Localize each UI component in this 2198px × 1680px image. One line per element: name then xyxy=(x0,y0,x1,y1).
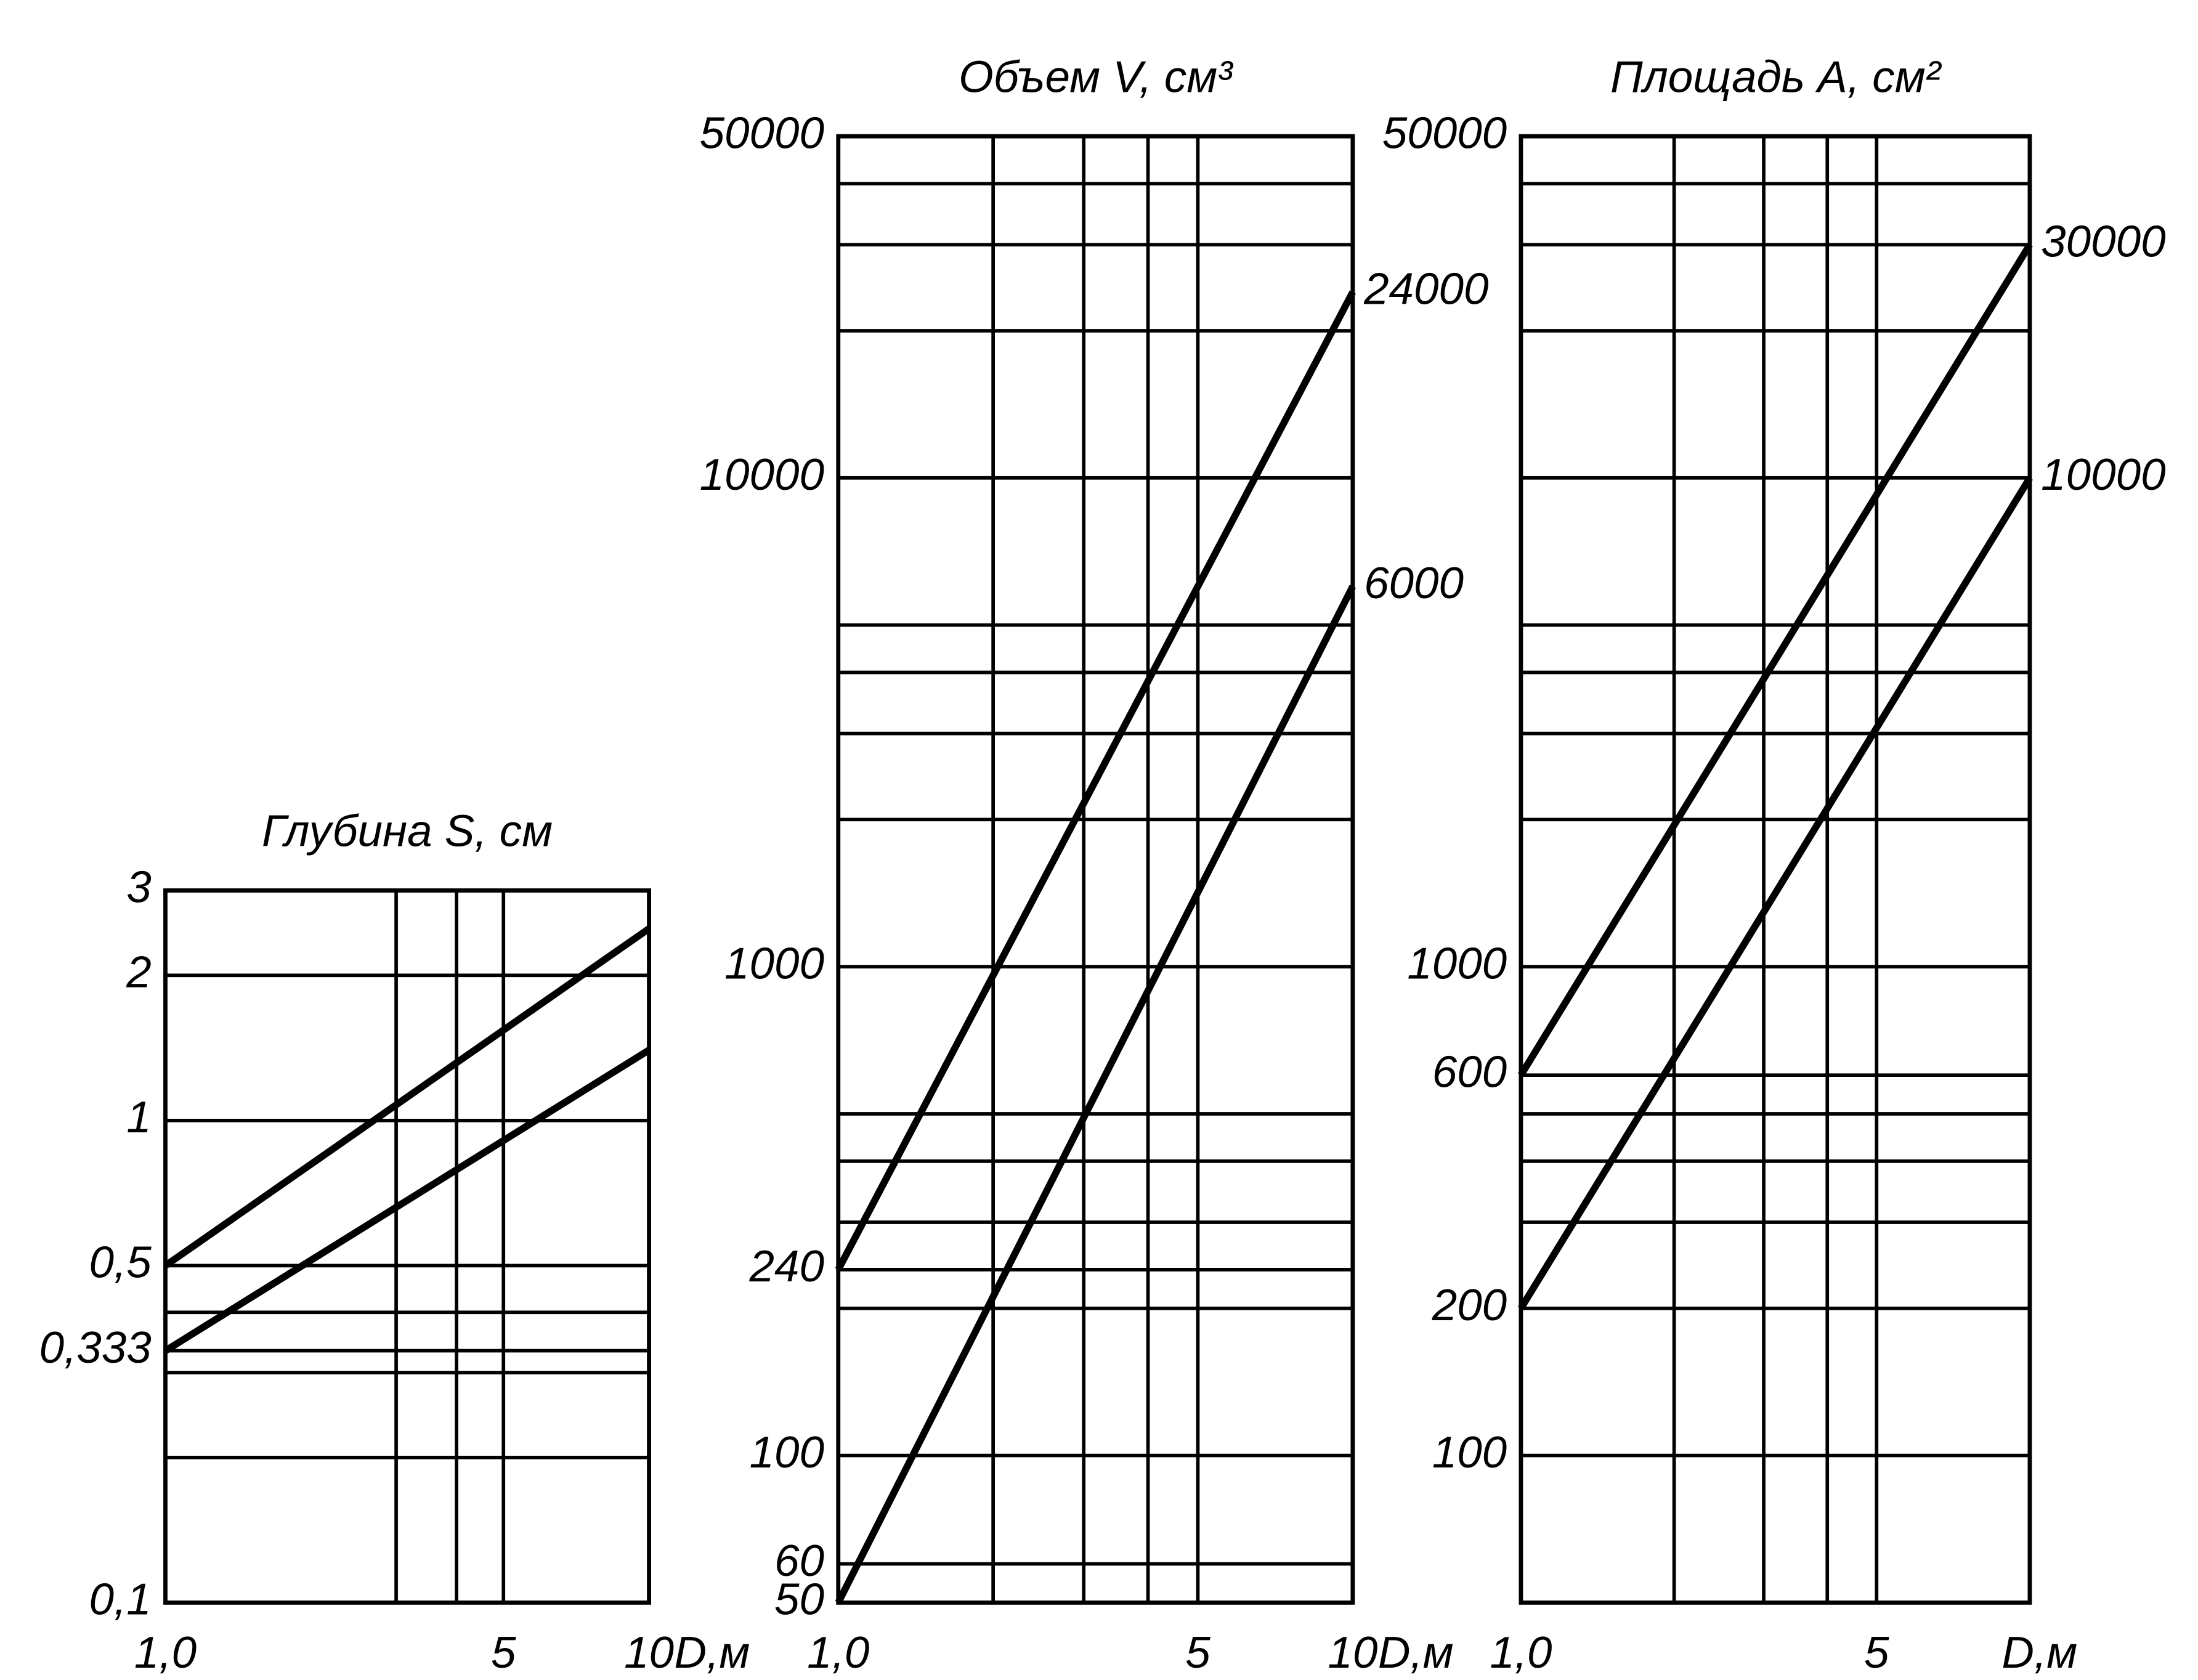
y-tick-label: 50000 xyxy=(1382,108,1507,158)
x-axis-label: D,м xyxy=(1378,1628,1454,1678)
y-tick-label: 50 xyxy=(774,1575,824,1625)
y-tick-label: 0,333 xyxy=(39,1323,152,1373)
y-tick-label: 240 xyxy=(749,1241,824,1291)
y-tick-label: 100 xyxy=(1432,1427,1507,1477)
chart-title: Объем V, см³ xyxy=(959,52,1233,102)
series-line xyxy=(835,585,1356,1604)
y-tick-label: 1 xyxy=(126,1092,151,1142)
series-line xyxy=(1518,243,2033,1077)
x-tick-label: 10 xyxy=(624,1628,674,1678)
y-tick-label: 10000 xyxy=(700,450,824,500)
chart-title: Глубина S, см xyxy=(262,806,553,856)
x-tick-label: 1,0 xyxy=(807,1628,869,1678)
series-line xyxy=(835,290,1356,1272)
x-axis-label: D,м xyxy=(675,1628,750,1678)
x-tick-label: 1,0 xyxy=(1490,1628,1552,1678)
plot-frame xyxy=(1519,134,2032,1605)
x-tick-label: 5 xyxy=(1864,1628,1889,1678)
end-label: 10000 xyxy=(2041,450,2165,500)
x-tick-label: 5 xyxy=(491,1628,516,1678)
series-line xyxy=(1518,476,2033,1310)
series-line xyxy=(163,925,651,1269)
y-tick-label: 1000 xyxy=(724,938,824,988)
plot-frame xyxy=(163,888,651,1605)
y-tick-label: 1000 xyxy=(1407,938,1507,988)
end-label: 6000 xyxy=(1364,558,1464,608)
x-tick-label: 1,0 xyxy=(134,1628,197,1678)
y-tick-label: 2 xyxy=(126,947,151,997)
y-tick-label: 600 xyxy=(1432,1047,1507,1097)
y-tick-label: 0,1 xyxy=(89,1575,152,1625)
y-tick-label: 3 xyxy=(126,862,151,912)
x-tick-label: 10 xyxy=(1328,1628,1377,1678)
y-tick-label: 100 xyxy=(750,1427,824,1477)
y-tick-label: 0,5 xyxy=(89,1238,152,1288)
x-tick-label: 5 xyxy=(1185,1628,1211,1678)
x-axis-label: D,м xyxy=(2001,1628,2077,1678)
y-tick-label: 50000 xyxy=(700,108,824,158)
series-line xyxy=(163,1047,651,1354)
y-tick-label: 200 xyxy=(1432,1280,1507,1330)
y-tick-label: 60 xyxy=(774,1536,824,1586)
end-label: 30000 xyxy=(2041,216,2165,266)
plot-frame xyxy=(836,134,1355,1605)
chart-title: Площадь A, см² xyxy=(1610,52,1942,102)
end-label: 24000 xyxy=(1363,264,1488,314)
